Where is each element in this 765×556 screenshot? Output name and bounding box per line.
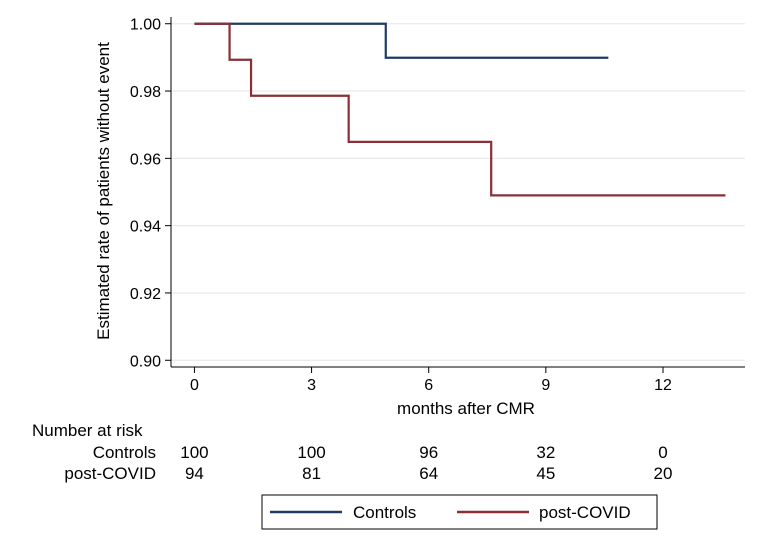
- x-tick-label: 6: [424, 377, 433, 394]
- risk-table: Controls 100 100 96 32 0 post-COVID 94 81 64 45 20: [64, 443, 672, 483]
- risk-value: 96: [419, 443, 438, 462]
- legend-label-controls: Controls: [353, 503, 416, 522]
- y-tick-label: 0.90: [130, 353, 161, 370]
- x-axis-ticks: 0 3 6 9 12: [190, 367, 672, 394]
- legend: Controls post-COVID: [261, 494, 658, 530]
- risk-value: 100: [180, 443, 208, 462]
- risk-row-label: post-COVID: [64, 464, 156, 483]
- x-tick-label: 12: [654, 377, 672, 394]
- y-tick-label: 0.92: [130, 286, 161, 303]
- risk-value: 0: [658, 443, 667, 462]
- risk-value: 64: [419, 464, 438, 483]
- risk-value: 32: [536, 443, 555, 462]
- grid-lines: [171, 23, 745, 361]
- y-axis-title: Estimated rate of patients without event: [94, 42, 113, 340]
- series-lines: [194, 22, 726, 197]
- y-tick-label: 0.98: [130, 84, 161, 101]
- y-tick-label: 0.94: [130, 219, 161, 236]
- risk-value: 100: [297, 443, 325, 462]
- y-tick-label: 0.96: [130, 151, 161, 168]
- risk-value: 45: [536, 464, 555, 483]
- series-line-post-covid: [194, 22, 726, 197]
- x-tick-label: 9: [541, 377, 550, 394]
- risk-row-label: Controls: [93, 443, 156, 462]
- series-line-controls: [194, 22, 609, 59]
- legend-label-post-covid: post-COVID: [539, 503, 631, 522]
- x-axis-title: months after CMR: [397, 399, 535, 418]
- risk-table-title: Number at risk: [32, 421, 143, 440]
- y-tick-label: 1.00: [130, 17, 161, 34]
- risk-value: 20: [654, 464, 673, 483]
- risk-value: 81: [302, 464, 321, 483]
- y-axis-ticks: 0.90 0.92 0.94 0.96 0.98 1.00: [130, 17, 171, 370]
- x-tick-label: 3: [307, 377, 316, 394]
- x-tick-label: 0: [190, 377, 199, 394]
- risk-value: 94: [185, 464, 204, 483]
